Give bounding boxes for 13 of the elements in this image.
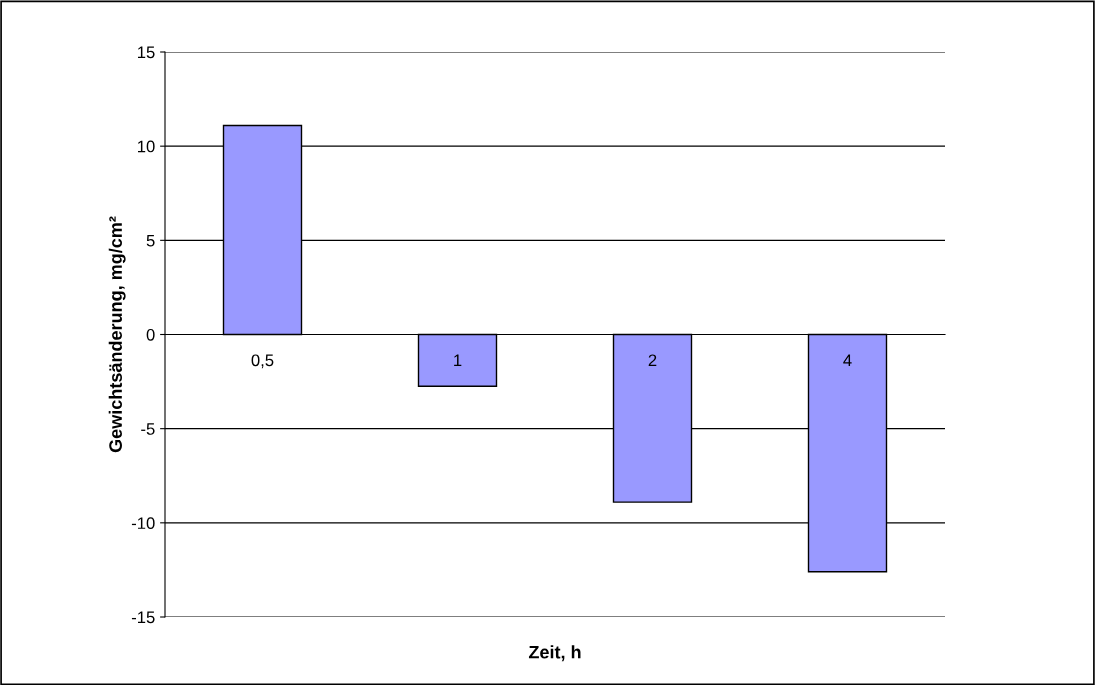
y-tick-label: 5 (146, 234, 155, 247)
y-tick-label: -10 (131, 517, 155, 530)
y-tick-label: 15 (138, 46, 155, 59)
x-tick-label: 4 (843, 354, 852, 367)
y-tick-label: -15 (131, 611, 155, 624)
y-tick-label: 0 (146, 328, 155, 341)
y-axis-title: Gewichtsänderung, mg/cm² (108, 216, 126, 453)
x-tick-label: 2 (648, 354, 657, 367)
x-axis-title: Zeit, h (528, 645, 581, 662)
x-tick-label: 0,5 (251, 354, 274, 369)
y-tick-label: 10 (138, 140, 155, 153)
y-tick-label: -5 (141, 423, 155, 435)
x-tick-label: 1 (454, 354, 462, 367)
